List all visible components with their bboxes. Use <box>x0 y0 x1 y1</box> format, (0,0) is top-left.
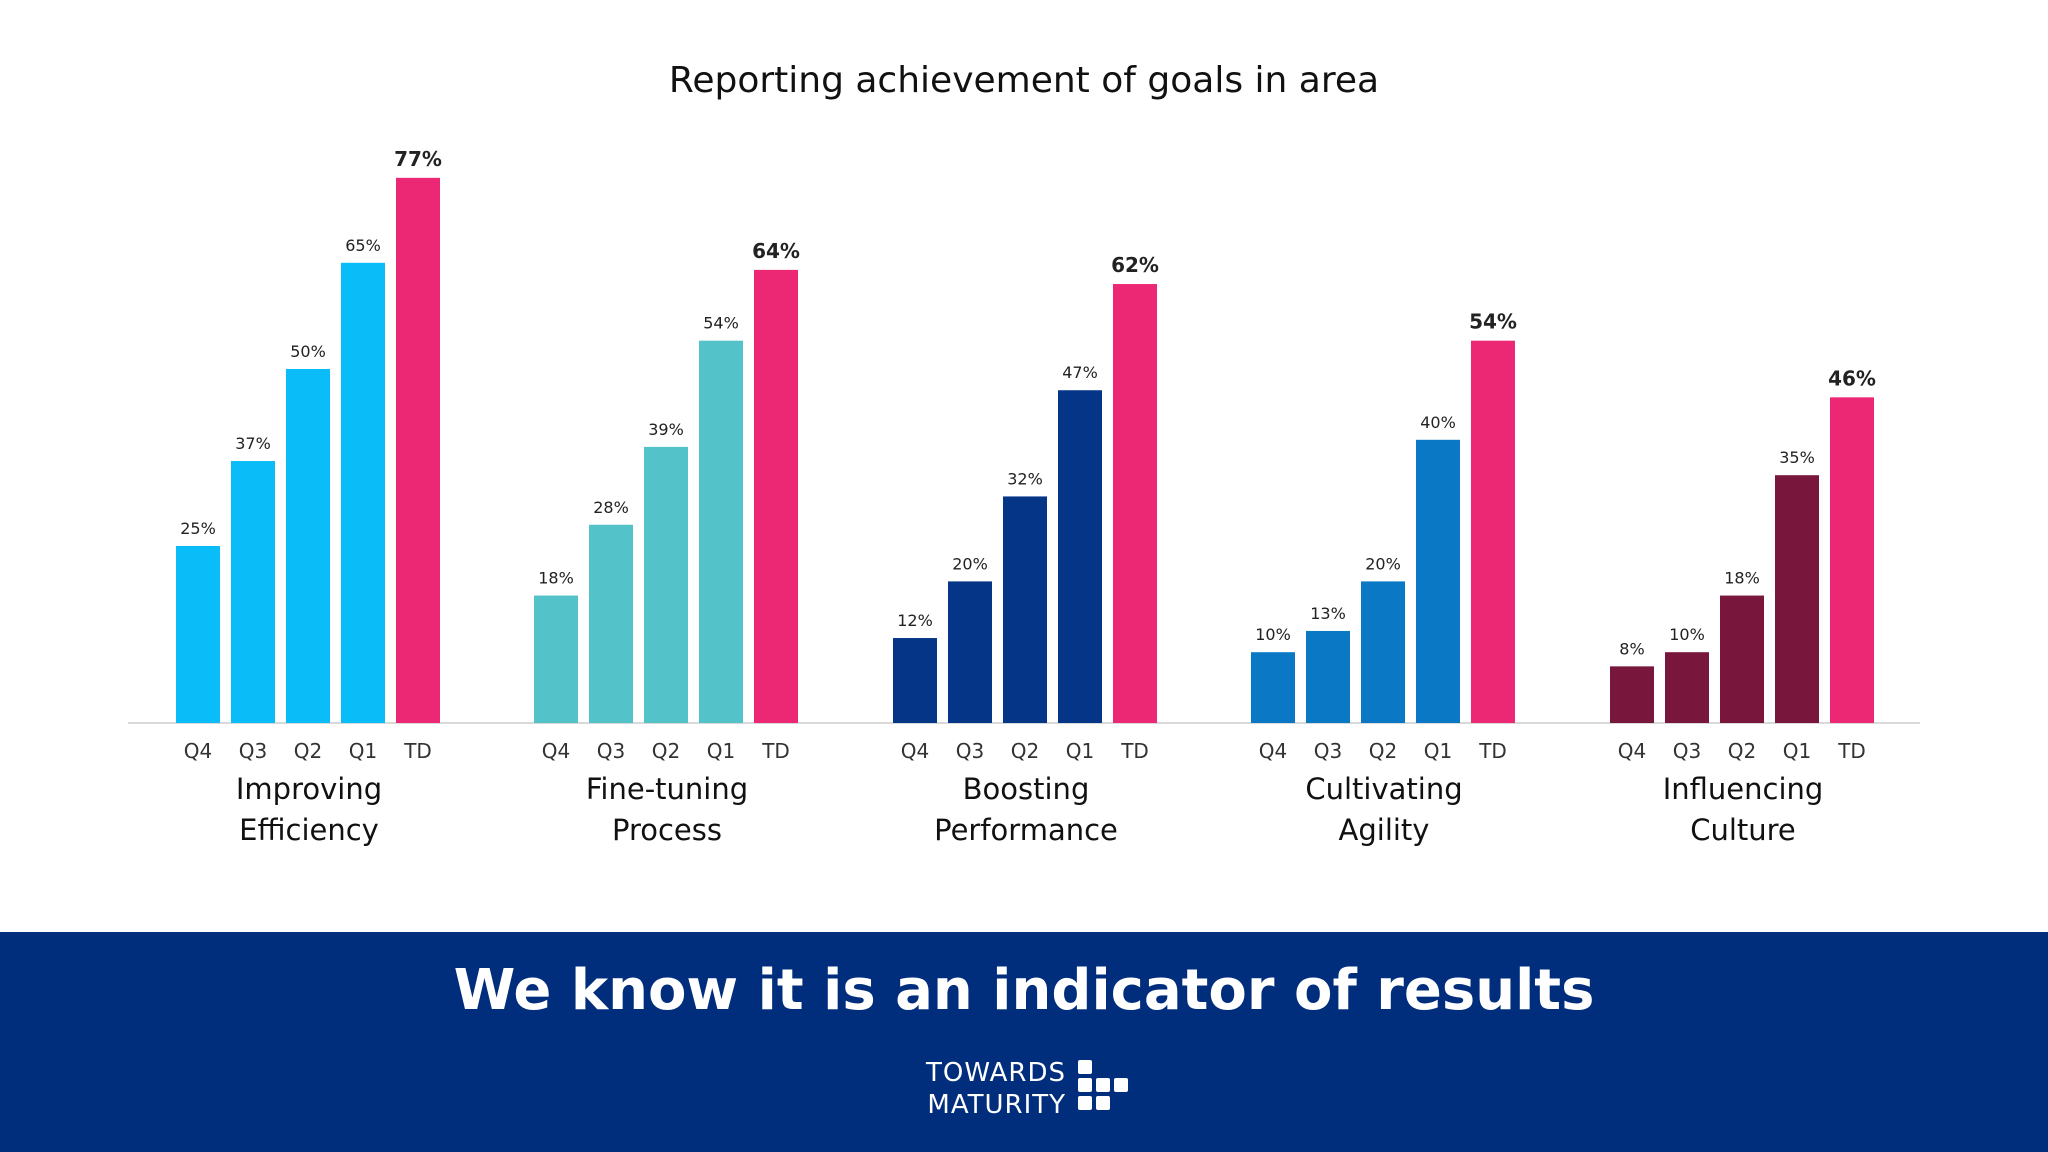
x-tick-label: TD <box>1120 739 1149 763</box>
x-tick-label: Q2 <box>294 739 322 763</box>
chart-title: Reporting achievement of goals in area <box>668 60 1380 101</box>
data-label: 20% <box>952 554 988 573</box>
bar-5-q2 <box>1720 595 1764 723</box>
data-label: 54% <box>1469 310 1517 334</box>
group-label-line2: Performance <box>934 813 1118 847</box>
x-tick-label: Q3 <box>1314 739 1342 763</box>
logo-text-line1: TOWARDS <box>925 1058 1066 1088</box>
group-label-line1: Cultivating <box>1305 772 1462 806</box>
data-label: 35% <box>1779 448 1815 467</box>
towards-maturity-logo: TOWARDS MATURITY <box>916 1054 1136 1124</box>
data-label: 10% <box>1255 625 1291 644</box>
bar-1-q4 <box>176 546 220 723</box>
data-label: 39% <box>648 420 684 439</box>
bar-3-q4 <box>893 638 937 723</box>
data-label: 47% <box>1062 363 1098 382</box>
bar-2-q2 <box>644 446 688 723</box>
data-label: 18% <box>1724 569 1760 588</box>
data-label: 65% <box>345 236 381 255</box>
data-label: 28% <box>593 498 629 517</box>
group-label-line1: Improving <box>236 772 382 806</box>
data-label: 77% <box>394 147 442 171</box>
x-tick-label: TD <box>1837 739 1866 763</box>
bar-1-q2 <box>286 369 330 723</box>
bars-layer: 25% Q4 37% Q3 50% Q2 65% Q1 77% TD Improving Effici… <box>176 147 1876 847</box>
data-label: 64% <box>752 239 800 263</box>
bar-5-q3 <box>1665 652 1709 723</box>
x-tick-label: Q4 <box>184 739 212 763</box>
group-label-line1: Influencing <box>1663 772 1824 806</box>
x-tick-label: Q1 <box>349 739 377 763</box>
bar-3-td <box>1113 284 1157 723</box>
bar-5-td <box>1830 397 1874 723</box>
bar-4-q3 <box>1306 630 1350 723</box>
bar-4-td <box>1471 340 1515 723</box>
data-label: 37% <box>235 434 271 453</box>
bar-2-q1 <box>699 340 743 723</box>
bar-3-q3 <box>948 581 992 723</box>
bar-4-q4 <box>1251 652 1295 723</box>
x-tick-label: Q1 <box>1424 739 1452 763</box>
x-tick-label: Q4 <box>1618 739 1646 763</box>
data-label: 10% <box>1669 625 1705 644</box>
bar-2-q3 <box>589 524 633 723</box>
x-tick-label: Q3 <box>956 739 984 763</box>
group-label-line2: Process <box>612 813 722 847</box>
data-label: 32% <box>1007 469 1043 488</box>
x-tick-label: Q2 <box>1728 739 1756 763</box>
bar-4-q1 <box>1416 439 1460 723</box>
x-tick-label: Q1 <box>1066 739 1094 763</box>
data-label: 13% <box>1310 604 1346 623</box>
bar-2-td <box>754 269 798 723</box>
data-label: 40% <box>1420 413 1456 432</box>
logo-text-line2: MATURITY <box>927 1090 1066 1120</box>
bar-1-q1 <box>341 262 385 723</box>
bar-4-q2 <box>1361 581 1405 723</box>
x-tick-label: Q3 <box>1673 739 1701 763</box>
bar-2-q4 <box>534 595 578 723</box>
bar-1-q3 <box>231 461 275 723</box>
x-tick-label: TD <box>403 739 432 763</box>
data-label: 18% <box>538 569 574 588</box>
x-tick-label: Q4 <box>901 739 929 763</box>
data-label: 62% <box>1111 253 1159 277</box>
data-label: 8% <box>1619 639 1644 658</box>
bar-5-q1 <box>1775 475 1819 723</box>
bar-1-td <box>396 177 440 724</box>
logo-squares-icon <box>1078 1060 1128 1110</box>
bar-3-q2 <box>1003 496 1047 723</box>
x-tick-label: Q2 <box>1369 739 1397 763</box>
data-label: 20% <box>1365 554 1401 573</box>
bar-3-q1 <box>1058 390 1102 723</box>
bar-5-q4 <box>1610 666 1654 723</box>
data-label: 54% <box>703 314 739 333</box>
x-tick-label: Q3 <box>597 739 625 763</box>
x-tick-label: TD <box>1478 739 1507 763</box>
x-tick-label: Q2 <box>1011 739 1039 763</box>
x-tick-label: TD <box>761 739 790 763</box>
group-label-line2: Agility <box>1339 813 1430 847</box>
data-label: 50% <box>290 342 326 361</box>
x-tick-label: Q1 <box>707 739 735 763</box>
data-label: 25% <box>180 519 216 538</box>
group-label-line2: Efficiency <box>239 813 379 847</box>
x-tick-label: Q4 <box>1259 739 1287 763</box>
x-tick-label: Q1 <box>1783 739 1811 763</box>
footer-banner: We know it is an indicator of results TO… <box>0 932 2048 1152</box>
group-label-line1: Fine-tuning <box>586 772 748 806</box>
footer-tagline: We know it is an indicator of results <box>453 958 1595 1023</box>
data-label: 46% <box>1828 366 1876 390</box>
data-label: 12% <box>897 611 933 630</box>
group-label-line2: Culture <box>1690 813 1796 847</box>
x-tick-label: Q4 <box>542 739 570 763</box>
bar-chart: 25% Q4 37% Q3 50% Q2 65% Q1 77% TD Improving Effici… <box>128 147 1920 847</box>
x-tick-label: Q3 <box>239 739 267 763</box>
x-tick-label: Q2 <box>652 739 680 763</box>
group-label-line1: Boosting <box>963 772 1090 806</box>
